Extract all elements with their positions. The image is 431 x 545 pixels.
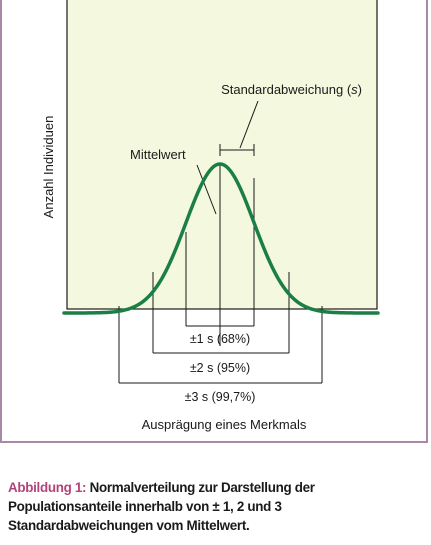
range-1s-label: ±1 s (68%) (190, 332, 250, 346)
mean-pointer-line (196, 164, 217, 215)
sd-pointer-line (239, 100, 259, 149)
range-2s-label: ±2 s (95%) (190, 361, 250, 375)
caption-text: Normalverteilung zur Darstellung der Pop… (8, 480, 315, 533)
figure-frame (0, 0, 428, 443)
caption-label: Abbildung 1: (8, 480, 87, 495)
sd-label: Standardabweichung (s) (221, 82, 362, 97)
plot-area (66, 0, 378, 310)
x-axis-label: Ausprägung eines Merkmals (142, 417, 307, 432)
y-axis-label: Anzahl Individuen (41, 116, 56, 219)
sd-label-symbol: s (351, 82, 358, 97)
sd-label-prefix: Standardabweichung ( (221, 82, 352, 97)
figure-caption: Abbildung 1: Normalverteilung zur Darste… (8, 478, 426, 535)
sd-label-suffix: ) (358, 82, 362, 97)
range-3s-label: ±3 s (99,7%) (185, 390, 256, 404)
bell-curve (62, 162, 380, 315)
mean-label: Mittelwert (130, 147, 186, 162)
